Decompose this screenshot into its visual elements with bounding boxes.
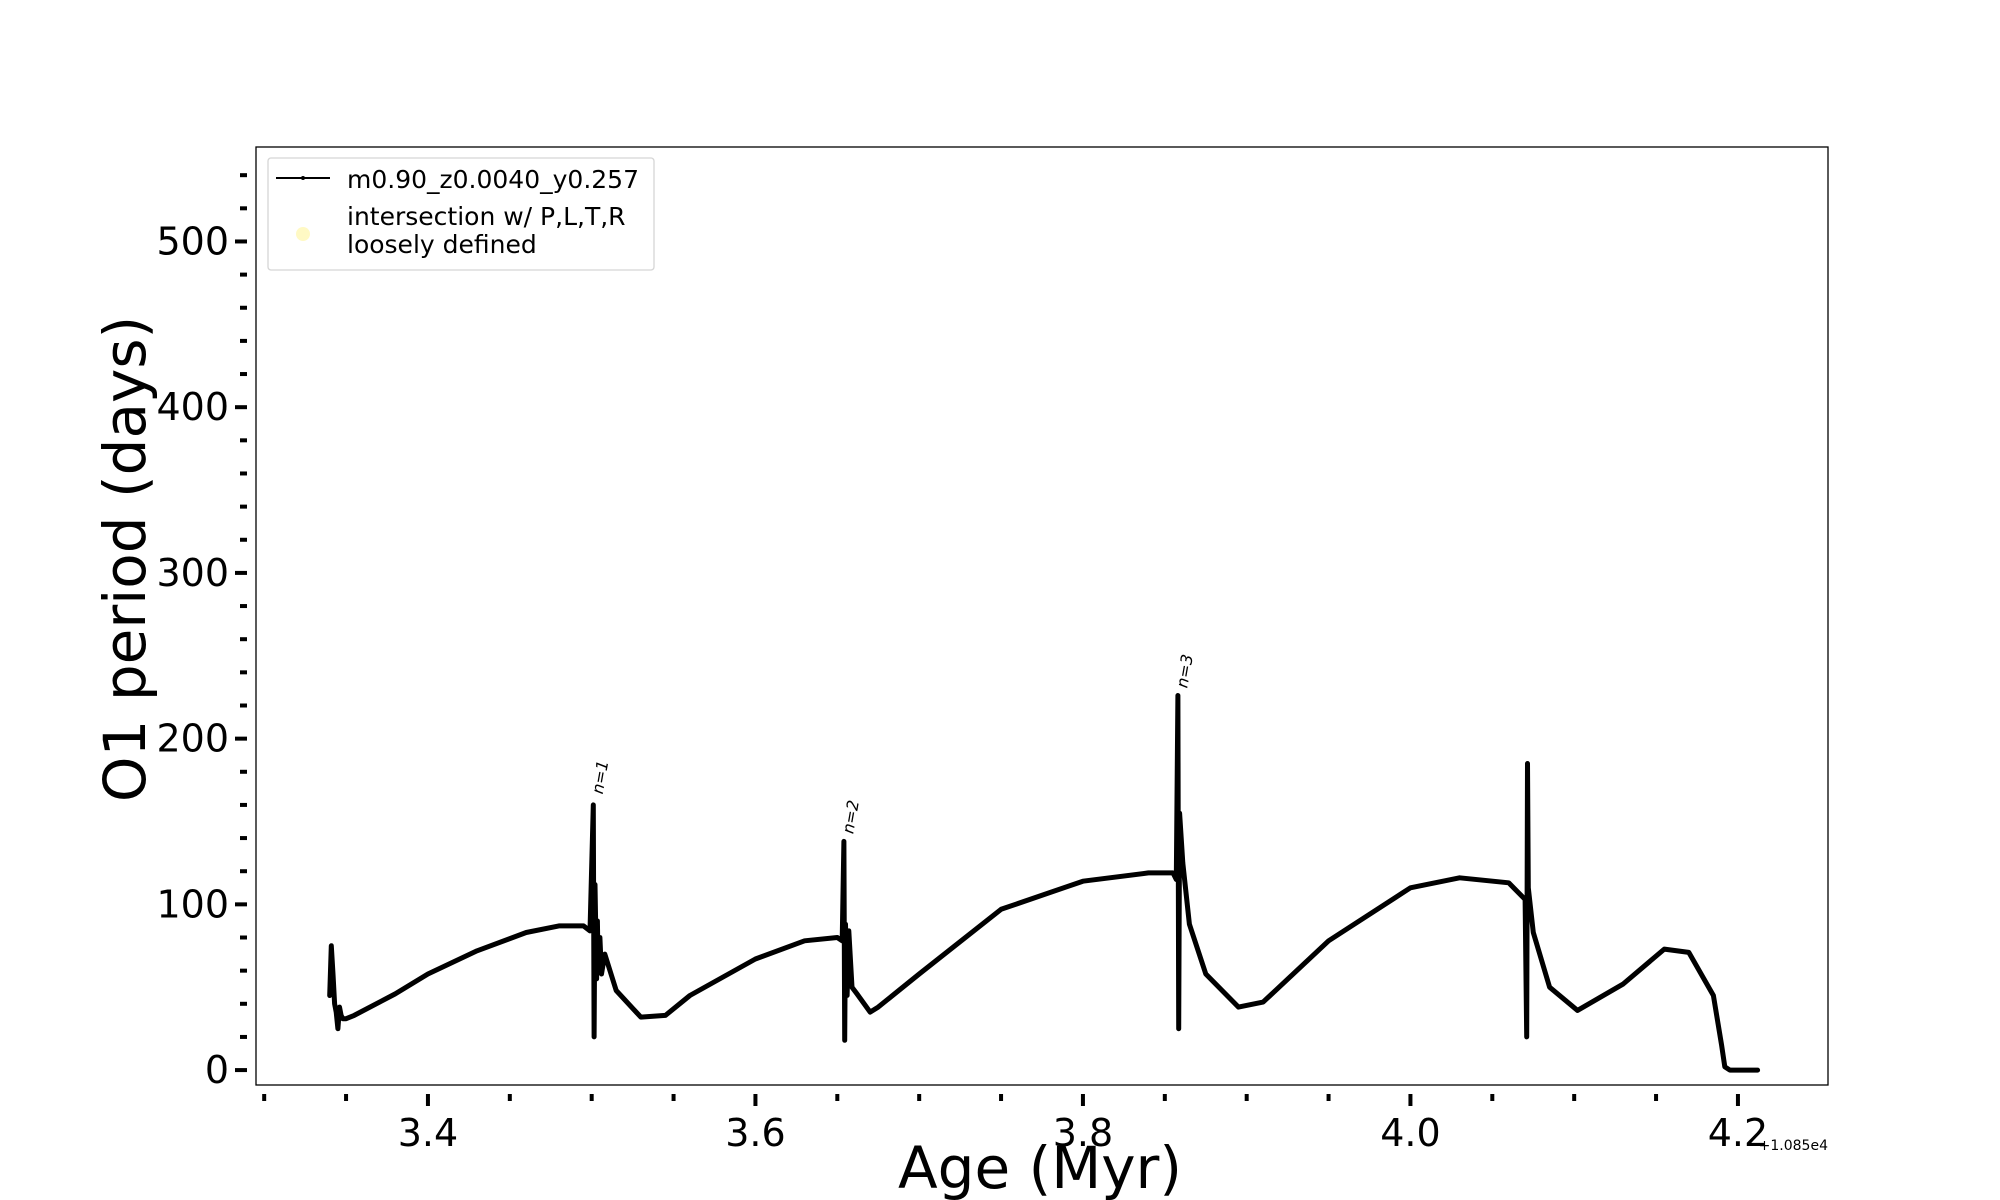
- legend-label-series: m0.90_z0.0040_y0.257: [347, 165, 639, 194]
- y-tick-label: 200: [156, 717, 229, 761]
- y-axis-title: O1 period (days): [91, 316, 159, 802]
- x-offset-label: +1.085e4: [1759, 1138, 1828, 1154]
- x-tick-label: 3.8: [1053, 1111, 1113, 1155]
- y-tick-label: 0: [205, 1048, 229, 1092]
- legend-label-intersection-line1: intersection w/ P,L,T,R: [347, 202, 626, 231]
- legend-label-intersection-line2: loosely defined: [347, 230, 537, 259]
- x-tick-label: 3.4: [398, 1111, 458, 1155]
- x-tick-label: 4.0: [1380, 1111, 1440, 1155]
- y-tick-label: 300: [156, 551, 229, 595]
- legend-label-intersection: intersection w/ P,L,T,R loosely defined: [347, 202, 634, 259]
- y-tick-label: 500: [156, 219, 229, 263]
- x-tick-label: 4.2: [1708, 1111, 1768, 1155]
- x-axis-title: Age (Myr): [898, 1134, 1182, 1200]
- series-layer: [327, 693, 1761, 1073]
- y-tick-label: 100: [156, 882, 229, 926]
- y-tick-label: 400: [156, 385, 229, 429]
- series-line: [327, 693, 1761, 1073]
- legend-box: [267, 157, 655, 271]
- legend-line-marker: [301, 176, 305, 180]
- legend: m0.90_z0.0040_y0.257 intersection w/ P,L…: [267, 157, 655, 271]
- legend-marker-intersection: [296, 227, 310, 241]
- ticks-layer: 0 100 200 300 400 500 3.4 3.6 3.8 4.0 4.2: [156, 173, 1768, 1155]
- x-tick-label: 3.6: [725, 1111, 785, 1155]
- plot-frame: [255, 146, 1829, 1086]
